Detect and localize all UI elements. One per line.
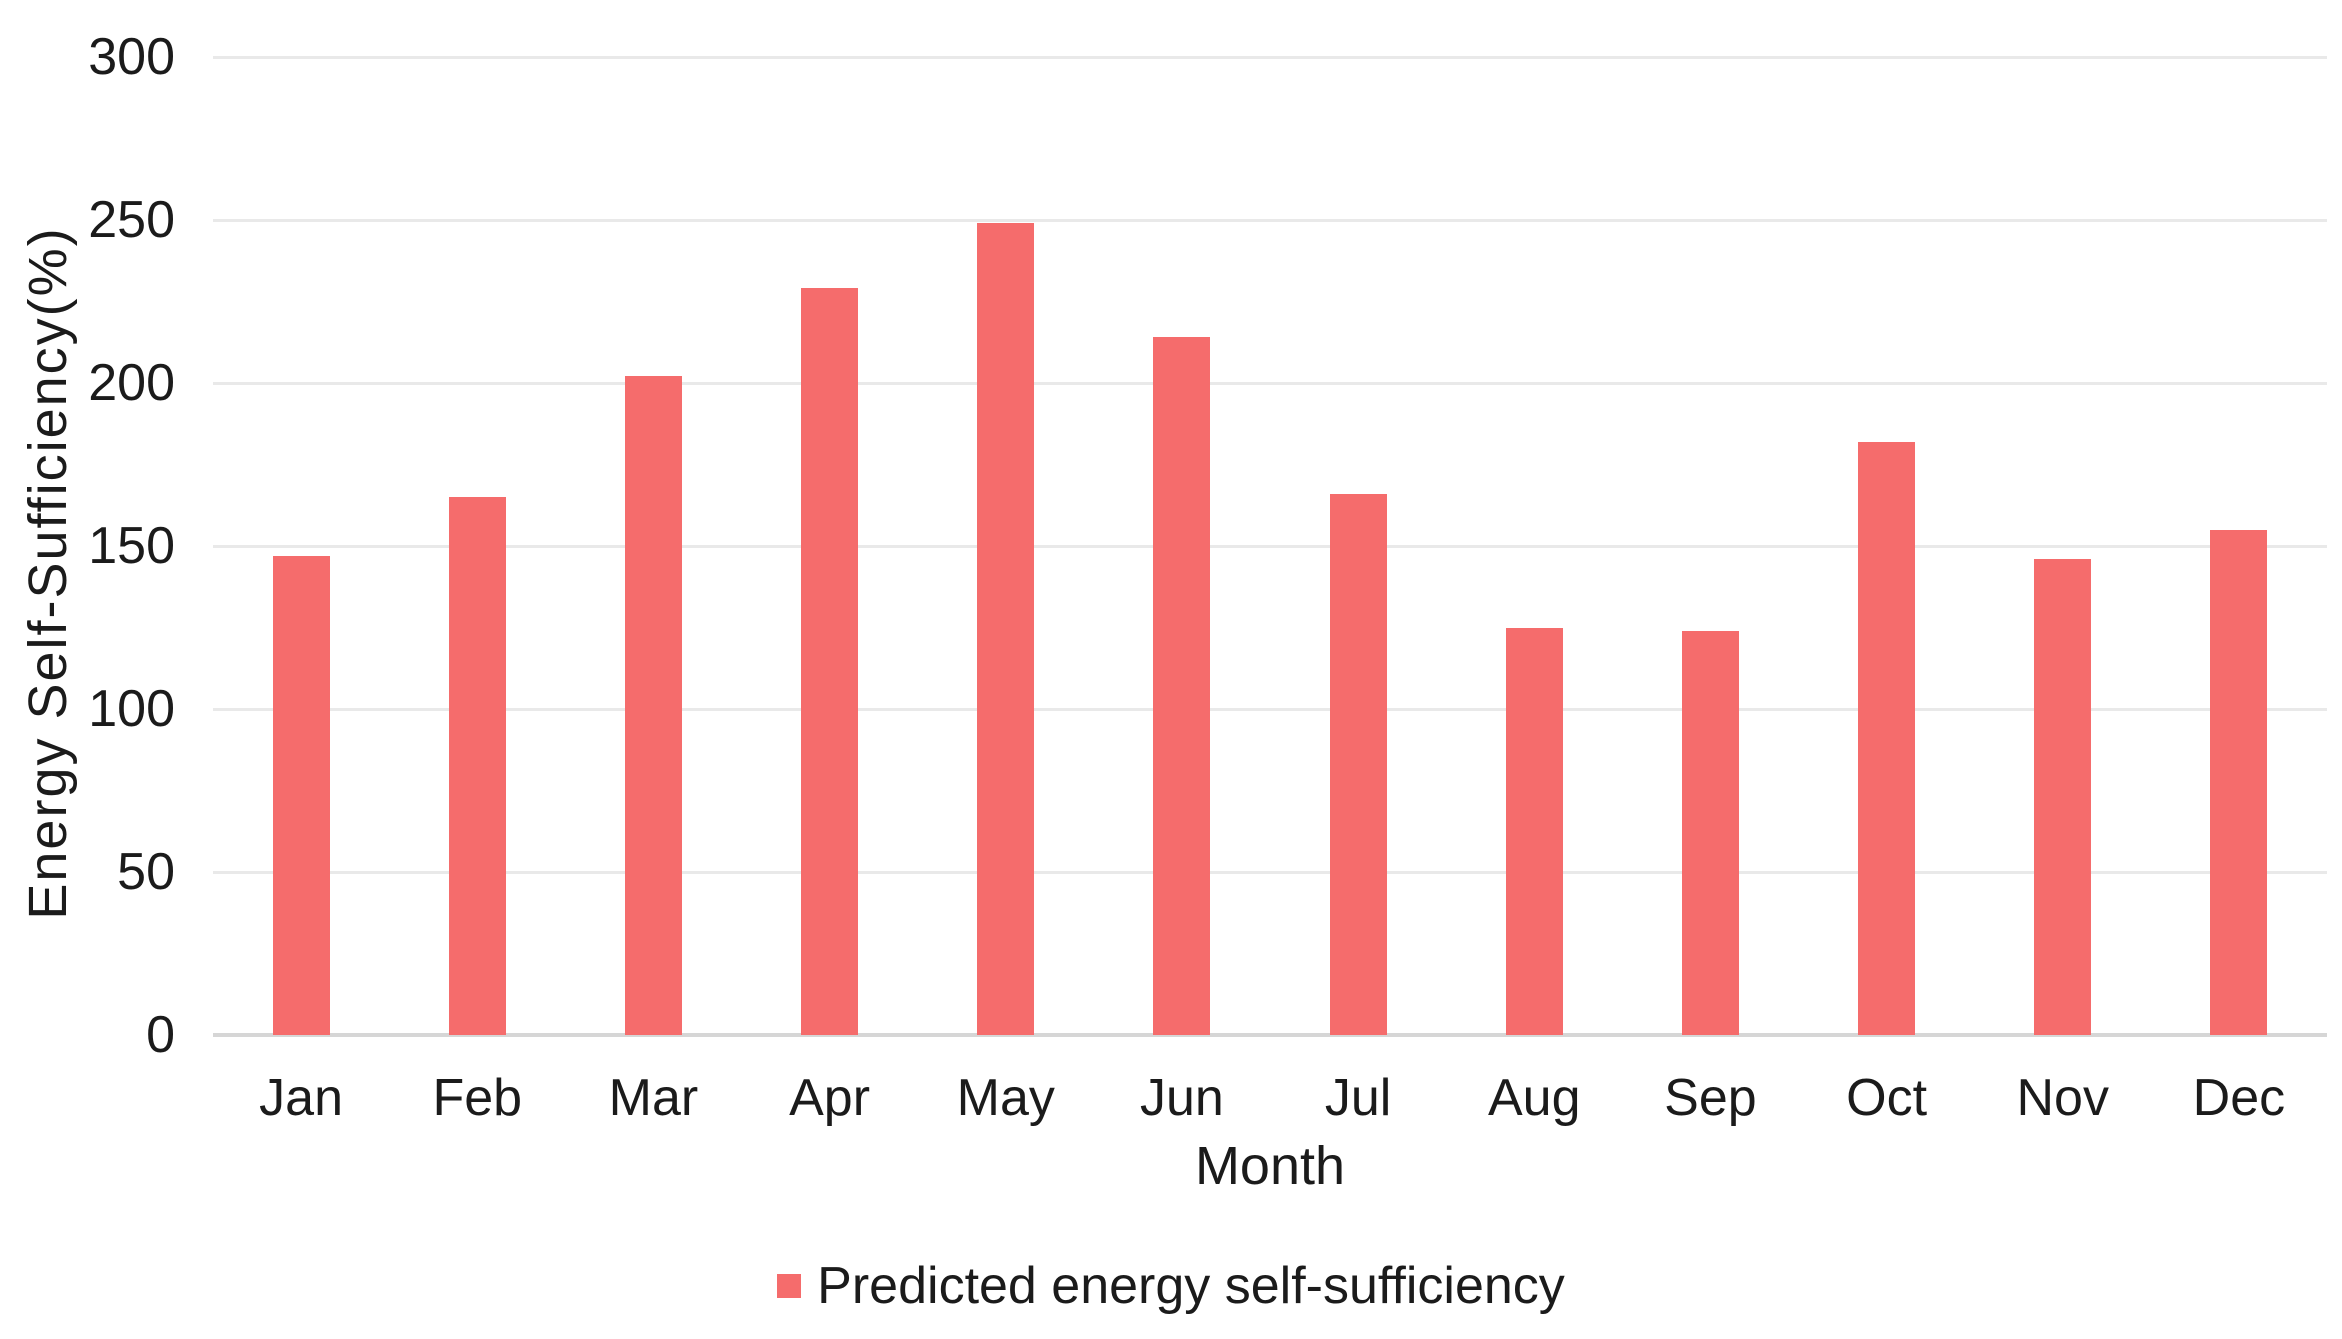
- gridline: [213, 381, 2327, 385]
- bar-sep: [1681, 630, 1739, 1035]
- gridline: [213, 870, 2327, 874]
- legend: Predicted energy self-sufficiency: [0, 1258, 2342, 1314]
- x-tick-label: Dec: [2192, 1069, 2286, 1127]
- plot-area: [213, 55, 2327, 1037]
- bar-apr: [801, 288, 859, 1035]
- gridline: [213, 55, 2327, 59]
- y-tick-label: 150: [88, 517, 175, 575]
- bar-oct: [1858, 441, 1916, 1035]
- legend-label: Predicted energy self-sufficiency: [817, 1257, 1565, 1315]
- y-tick-label: 100: [88, 680, 175, 738]
- x-tick-label: Mar: [608, 1069, 699, 1127]
- x-tick-label: Aug: [1487, 1069, 1581, 1127]
- x-axis-title: Month: [1194, 1136, 1346, 1196]
- bar-nov: [2034, 559, 2092, 1035]
- y-tick-label: 0: [146, 1006, 175, 1064]
- bar-jan: [272, 555, 330, 1035]
- x-tick-label: Sep: [1664, 1069, 1757, 1127]
- x-tick-label: Apr: [789, 1069, 871, 1127]
- bar-dec: [2210, 529, 2268, 1035]
- legend-swatch-icon: [777, 1274, 802, 1298]
- bar-aug: [1505, 627, 1563, 1035]
- bar-jul: [1329, 493, 1387, 1035]
- bar-mar: [624, 376, 682, 1035]
- bar-feb: [448, 497, 506, 1035]
- gridline: [213, 218, 2327, 222]
- x-tick-label: May: [956, 1069, 1055, 1127]
- x-tick-label: Nov: [2016, 1069, 2109, 1127]
- y-tick-label: 300: [88, 28, 175, 86]
- x-tick-label: Oct: [1846, 1069, 1928, 1127]
- y-tick-label: 50: [117, 843, 175, 901]
- x-tick-label: Feb: [432, 1069, 523, 1127]
- y-axis-title: Energy Self-Sufficiency(%): [18, 226, 78, 920]
- gridline: [213, 707, 2327, 711]
- bar-jun: [1153, 337, 1211, 1035]
- y-tick-label: 200: [88, 354, 175, 412]
- x-tick-label: Jun: [1139, 1069, 1224, 1127]
- x-tick-label: Jan: [259, 1069, 343, 1127]
- x-tick-label: Jul: [1324, 1069, 1392, 1127]
- bar-may: [977, 223, 1035, 1035]
- gridline: [213, 544, 2327, 548]
- axis-baseline: [213, 1033, 2327, 1037]
- y-tick-label: 250: [88, 191, 175, 249]
